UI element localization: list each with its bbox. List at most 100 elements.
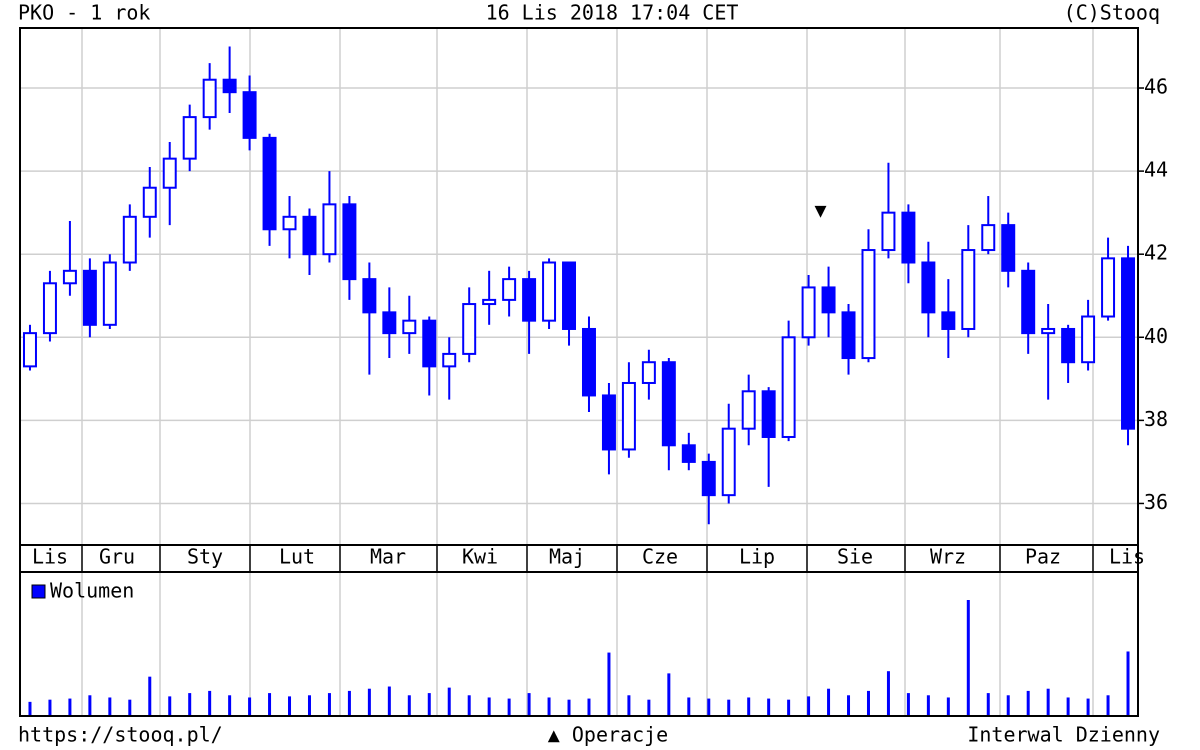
y-tick-label: 36: [1144, 490, 1168, 514]
body: [362, 278, 377, 314]
volume-bar: [347, 690, 351, 715]
body: [1021, 269, 1036, 335]
body: [661, 361, 676, 447]
body: [402, 319, 417, 335]
volume-bar: [447, 687, 451, 715]
volume-bar: [1006, 695, 1010, 715]
volume-bar: [28, 701, 32, 715]
month-label: Lut: [279, 545, 315, 569]
body: [1001, 224, 1016, 272]
body: [961, 249, 976, 330]
body: [142, 186, 157, 218]
body: [801, 286, 816, 339]
volume-bar: [866, 690, 870, 715]
frame: [19, 27, 1139, 717]
month-label: Lip: [739, 545, 775, 569]
body: [442, 352, 457, 368]
volume-bar: [467, 695, 471, 715]
volume-bar: [946, 697, 950, 715]
body: [621, 381, 636, 451]
body: [601, 394, 616, 451]
volume-bar: [807, 696, 811, 715]
body: [282, 215, 297, 231]
body: [22, 332, 37, 368]
footer-right: Interwal Dzienny: [967, 723, 1160, 747]
body: [482, 298, 497, 306]
body: [542, 261, 557, 322]
volume-bar: [68, 698, 72, 715]
volume-bar: [288, 696, 292, 715]
body: [382, 311, 397, 335]
y-tick-label: 40: [1144, 324, 1168, 348]
body: [1121, 257, 1136, 430]
body: [1041, 327, 1056, 335]
month-label: Cze: [642, 545, 678, 569]
y-tick-label: 38: [1144, 407, 1168, 431]
volume-bar: [208, 690, 212, 715]
volume-bar: [587, 698, 591, 715]
body: [841, 311, 856, 360]
volume-bar: [647, 699, 651, 715]
body: [502, 278, 517, 301]
volume-bar: [307, 695, 311, 715]
month-label: Gru: [99, 545, 135, 569]
operation-marker: ▼: [815, 198, 827, 222]
body: [122, 215, 137, 264]
month-label: Sie: [837, 545, 873, 569]
volume-bar: [527, 693, 531, 715]
header-right: (C)Stooq: [1064, 1, 1160, 25]
volume-bar: [567, 699, 571, 715]
volume-bar: [188, 693, 192, 715]
volume-bar: [707, 698, 711, 715]
body: [562, 261, 577, 330]
body: [641, 361, 656, 384]
legend-label: Wolumen: [50, 579, 134, 603]
month-label: Maj: [549, 545, 585, 569]
body: [242, 91, 257, 139]
volume-bar: [327, 693, 331, 715]
volume-bar: [387, 686, 391, 715]
volume-bar: [627, 695, 631, 715]
body: [781, 336, 796, 438]
body: [42, 282, 57, 335]
volume-bar: [747, 697, 751, 715]
volume-bar: [986, 693, 990, 715]
volume-bar: [48, 699, 52, 715]
plot: Lis Gru Sty Lut Mar Kwi Maj Cze Lip Sie Wrz Paz Lis 3…: [20, 28, 1168, 715]
month-label: Lis: [32, 545, 68, 569]
volume-bar: [487, 697, 491, 715]
volume-bar: [926, 695, 930, 715]
volume-bar: [607, 652, 611, 715]
volume-bar: [966, 600, 970, 715]
volume-bar: [148, 676, 152, 715]
body: [881, 211, 896, 252]
volume-bar: [667, 673, 671, 715]
body: [182, 116, 197, 160]
body: [921, 261, 936, 314]
volume-bar: [228, 695, 232, 715]
volume-bar: [1066, 697, 1070, 715]
y-tick-label: 46: [1144, 75, 1168, 99]
volume-bar: [407, 695, 411, 715]
header-center: 16 Lis 2018 17:04 CET: [486, 1, 739, 25]
body: [941, 311, 956, 330]
body: [861, 249, 876, 360]
body: [581, 327, 596, 397]
body: [741, 390, 756, 430]
footer-center[interactable]: ▲ Operacje: [548, 723, 668, 747]
body: [681, 444, 696, 463]
volume-bar: [1026, 690, 1030, 715]
body: [981, 224, 996, 252]
body: [342, 203, 357, 281]
volume-bar: [88, 695, 92, 715]
body: [302, 215, 317, 256]
body: [701, 460, 716, 497]
body: [821, 286, 836, 314]
volume-bar: [1046, 688, 1050, 715]
month-label: Paz: [1025, 545, 1061, 569]
volume-bar: [1126, 651, 1130, 715]
month-label: Sty: [187, 545, 223, 569]
body: [1081, 315, 1096, 364]
